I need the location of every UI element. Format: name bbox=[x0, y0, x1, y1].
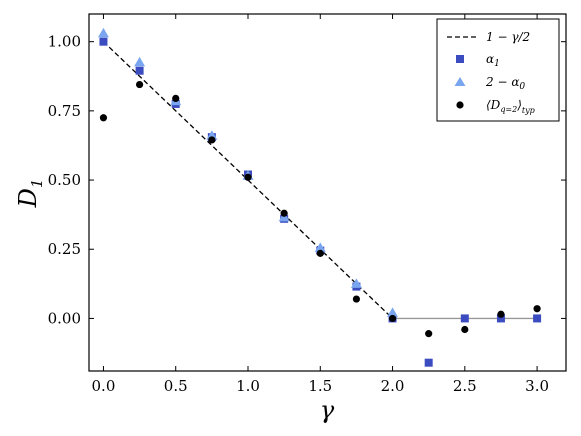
legend-label-2-minus-alpha0: 2 − α0 bbox=[485, 75, 525, 92]
legend-label-dq2-main: ⟨D bbox=[486, 98, 501, 112]
point-alpha1 bbox=[135, 66, 144, 75]
x-axis-title: γ bbox=[320, 396, 335, 424]
point-2-minus-alpha0 bbox=[134, 56, 146, 67]
x-tick-label: 1.0 bbox=[236, 377, 260, 395]
point-2-minus-alpha0 bbox=[387, 307, 399, 317]
x-tick-label: 1.5 bbox=[308, 377, 332, 395]
y-axis-title-subscript: 1 bbox=[28, 179, 46, 189]
point-dq2-typ bbox=[99, 114, 108, 122]
legend-label-dq2-sub: q=2 bbox=[500, 105, 517, 114]
x-tick-label: 2.0 bbox=[381, 377, 405, 395]
y-tick-label: 0.00 bbox=[48, 309, 81, 327]
point-dq2-typ bbox=[388, 314, 397, 323]
axes-frame bbox=[88, 13, 567, 372]
point-dq2-typ bbox=[316, 249, 324, 257]
point-dq2-typ bbox=[135, 80, 144, 89]
x-tick-label: 0.0 bbox=[92, 377, 116, 395]
point-dq2-typ bbox=[461, 325, 469, 334]
y-axis-title-main: D bbox=[14, 188, 42, 208]
legend-label-alpha1: α1 bbox=[486, 52, 500, 69]
point-alpha1 bbox=[424, 358, 433, 367]
point-2-minus-alpha0 bbox=[206, 130, 218, 140]
legend-label-dq2-close: ⟩ bbox=[516, 98, 522, 112]
legend-circle-swatch bbox=[456, 101, 464, 109]
point-dq2-typ bbox=[244, 173, 252, 181]
x-tick-label: 3.0 bbox=[525, 377, 549, 395]
point-2-minus-alpha0 bbox=[350, 278, 362, 288]
legend-label-reference-line: 1 − γ/2 bbox=[486, 30, 530, 44]
axis-ticks: 0.0 0.5 1.0 1.5 2.0 2.5 3.0 0.00 0.25 0.50 0.75 1.0… bbox=[48, 14, 566, 395]
legend-label-dq2-typ-sub: typ bbox=[522, 106, 535, 115]
point-alpha1 bbox=[496, 314, 505, 323]
y-tick-label: 0.50 bbox=[48, 171, 81, 189]
y-tick-label: 1.00 bbox=[48, 33, 81, 51]
legend-label-2-minus-alpha0-main: 2 − α bbox=[485, 75, 519, 89]
legend-label-alpha1-sub: 1 bbox=[494, 59, 500, 69]
y-axis-title: D1 bbox=[14, 179, 46, 209]
y-tick-label: 0.75 bbox=[48, 102, 81, 120]
x-tick-label: 0.5 bbox=[164, 377, 188, 395]
data-marks bbox=[97, 27, 542, 367]
point-dq2-typ bbox=[497, 310, 505, 318]
legend-label-alpha1-main: α bbox=[486, 52, 494, 66]
legend: 1 − γ/2 α1 2 − α0 ⟨Dq=2⟩typ bbox=[436, 18, 560, 122]
x-tick-label: 2.5 bbox=[453, 377, 477, 395]
y-tick-label: 0.25 bbox=[48, 240, 81, 258]
legend-label-2-minus-alpha0-sub: 0 bbox=[519, 82, 525, 92]
point-dq2-typ bbox=[425, 330, 433, 338]
point-dq2-typ bbox=[172, 94, 180, 103]
point-dq2-typ bbox=[533, 305, 541, 313]
point-2-minus-alpha0 bbox=[97, 27, 109, 38]
point-dq2-typ bbox=[352, 295, 361, 303]
point-2-minus-alpha0 bbox=[314, 242, 326, 252]
legend-triangle-swatch bbox=[454, 77, 466, 86]
point-dq2-typ bbox=[280, 209, 288, 217]
point-alpha1 bbox=[99, 37, 108, 46]
legend-label-dq2-typ: ⟨Dq=2⟩typ bbox=[486, 98, 535, 115]
point-alpha1 bbox=[460, 314, 469, 323]
point-alpha1 bbox=[533, 314, 542, 323]
point-dq2-typ bbox=[208, 136, 216, 144]
legend-square-swatch bbox=[456, 55, 464, 63]
